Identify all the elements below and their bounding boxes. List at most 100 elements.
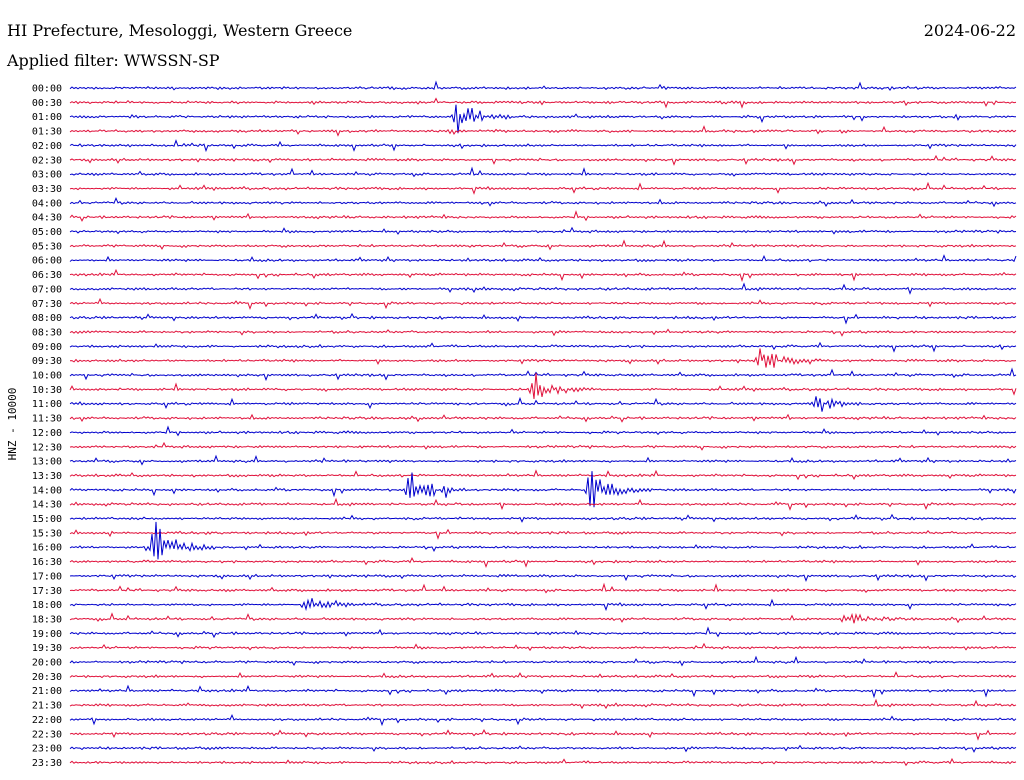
date-label: 2024-06-22 [924,21,1016,40]
tick-label: 01:00 [32,112,62,123]
tick-label: 04:30 [32,213,62,224]
tick-label: 18:00 [32,600,62,611]
trace-line [69,80,1017,92]
tick-label: 06:00 [32,256,62,267]
tick-label: 11:00 [32,399,62,410]
trace-line [69,454,1017,466]
tick-label: 18:30 [32,614,62,625]
trace-line [69,297,1017,310]
trace-line [69,104,1016,134]
filter-label: Applied filter: WWSSN-SP [6,51,220,70]
trace-line [69,372,1017,399]
tick-label: 02:00 [32,141,62,152]
tick-label: 08:00 [32,313,62,324]
trace-line [69,612,1017,624]
tick-label: 16:30 [32,557,62,568]
trace-line [69,713,1017,727]
tick-label: 15:00 [32,514,62,525]
trace-line [69,348,1017,368]
trace-line [69,556,1017,569]
tick-label: 20:30 [32,672,62,683]
tick-label: 21:00 [32,686,62,697]
y-axis-label: HNZ - 10000 [6,388,19,461]
tick-label: 22:30 [32,729,62,740]
tick-label: 13:00 [32,457,62,468]
trace-line [69,197,1017,208]
tick-label: 01:30 [32,127,62,138]
trace-line [69,166,1017,178]
trace-line [69,684,1017,699]
tick-label: 14:30 [32,500,62,511]
tick-label: 00:30 [32,98,62,109]
tick-label: 17:00 [32,571,62,582]
tick-label: 04:00 [32,198,62,209]
tick-label: 19:30 [32,643,62,654]
trace-line [69,125,1017,137]
tick-label: 10:30 [32,385,62,396]
tick-label: 10:00 [32,371,62,382]
tick-label-group: 00:00 00:30 01:00 01:30 02:00 02:30 03:00 03:30… [32,84,62,769]
trace-line [69,367,1017,382]
tick-label: 23:00 [32,744,62,755]
trace-line [69,626,1017,639]
tick-label: 20:00 [32,658,62,669]
tick-label: 14:00 [32,485,62,496]
tick-label: 05:00 [32,227,62,238]
trace-group [69,80,1017,767]
trace-line [69,573,1017,583]
trace-line [69,154,1017,166]
tick-label: 16:00 [32,543,62,554]
tick-label: 15:30 [32,528,62,539]
tick-label: 17:30 [32,586,62,597]
tick-label: 09:00 [32,342,62,353]
trace-line [69,226,1017,235]
tick-label: 09:30 [32,356,62,367]
trace-line [69,471,1017,508]
trace-line [69,698,1017,710]
trace-line [69,396,1017,412]
trace-line [69,341,1017,353]
trace-line [69,521,1017,560]
trace-line [69,441,1017,451]
trace-line [69,528,1017,540]
trace-line [69,497,1017,511]
trace-line [69,598,1017,612]
tick-label: 07:30 [32,299,62,310]
tick-label: 11:30 [32,414,62,425]
tick-label: 00:00 [32,84,62,95]
trace-line [69,312,1017,325]
trace-line [69,210,1017,222]
station-title: HI Prefecture, Mesologgi, Western Greece [7,21,352,40]
trace-line [69,655,1017,667]
trace-line [69,282,1017,295]
tick-label: 05:30 [32,241,62,252]
trace-line [69,254,1017,263]
trace-line [69,729,1017,741]
tick-label: 13:30 [32,471,62,482]
tick-label: 07:00 [32,284,62,295]
trace-line [69,239,1017,251]
tick-label: 19:00 [32,629,62,640]
trace-line [69,139,1017,153]
tick-label: 12:30 [32,442,62,453]
tick-label: 03:00 [32,170,62,181]
trace-line [69,757,1017,767]
tick-label: 03:30 [32,184,62,195]
tick-label: 02:30 [32,155,62,166]
trace-line [69,413,1017,423]
trace-line [69,671,1017,679]
trace-line [69,181,1017,195]
trace-line [69,268,1017,283]
trace-line [69,582,1017,594]
tick-label: 21:30 [32,701,62,712]
tick-label: 08:30 [32,327,62,338]
tick-label: 12:00 [32,428,62,439]
tick-label: 23:30 [32,758,62,769]
trace-line [69,425,1017,437]
tick-label: 22:00 [32,715,62,726]
trace-line [69,744,1017,753]
tick-label: 06:30 [32,270,62,281]
trace-line [69,328,1017,337]
trace-line [69,97,1017,109]
